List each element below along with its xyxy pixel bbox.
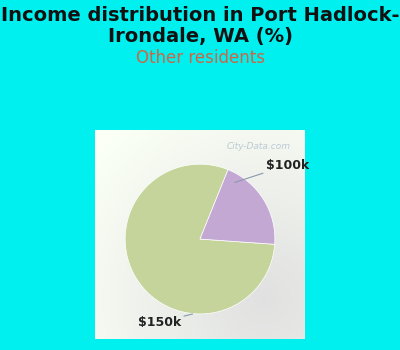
Text: Income distribution in Port Hadlock-: Income distribution in Port Hadlock- <box>1 6 399 25</box>
Text: $100k: $100k <box>235 159 309 182</box>
Text: $150k: $150k <box>138 314 193 329</box>
Wedge shape <box>200 170 275 244</box>
Text: City-Data.com: City-Data.com <box>227 142 291 151</box>
Wedge shape <box>125 164 275 314</box>
Text: Other residents: Other residents <box>136 49 264 67</box>
Text: Irondale, WA (%): Irondale, WA (%) <box>108 27 292 46</box>
